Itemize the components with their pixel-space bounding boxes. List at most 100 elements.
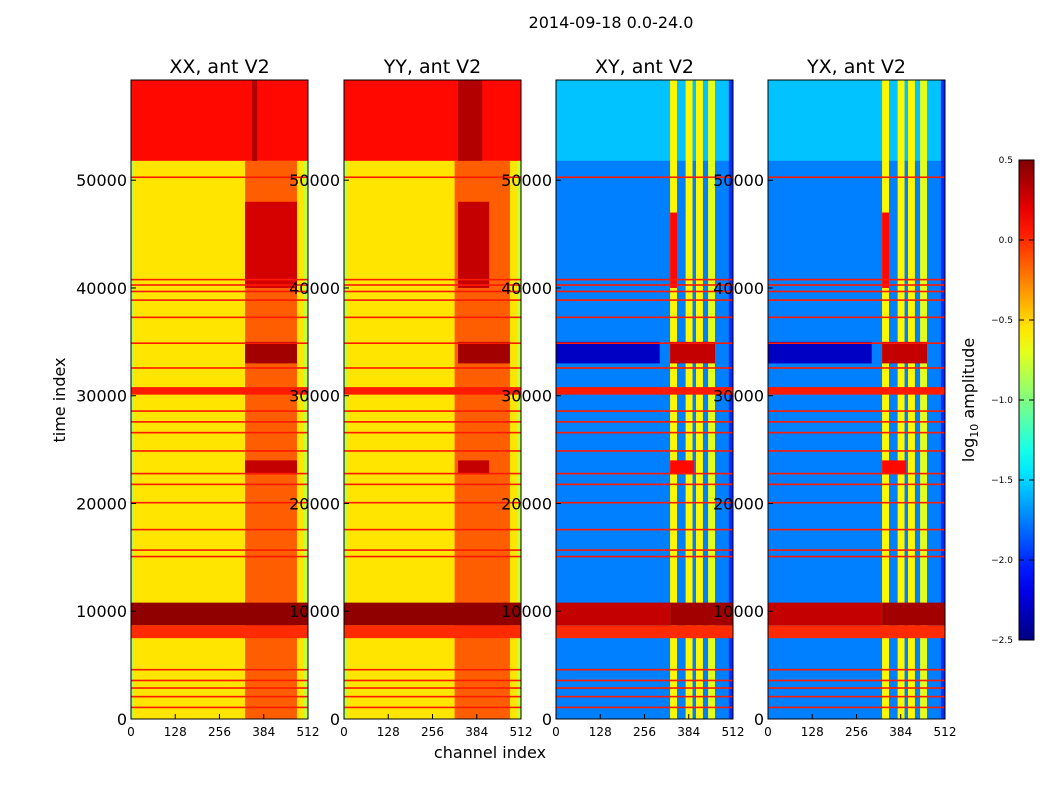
- flagged-row: [131, 483, 308, 486]
- x-axis-label: channel index: [434, 743, 546, 762]
- flagged-row: [131, 278, 308, 281]
- flagged-row: [768, 342, 945, 345]
- heatmap-cell: [897, 80, 905, 719]
- flagged-row: [344, 706, 521, 709]
- heatmap-cell: [908, 80, 915, 719]
- flagged-row: [768, 421, 945, 423]
- y-tick-label: 0: [330, 710, 340, 729]
- flagged-row: [556, 687, 733, 689]
- y-tick-label: 50000: [713, 171, 764, 190]
- y-tick-label: 30000: [501, 387, 552, 406]
- flagged-row: [131, 501, 308, 504]
- flagged-row: [768, 695, 945, 698]
- heatmap-cell: [768, 341, 872, 364]
- panel-title: YY, ant V2: [383, 56, 482, 78]
- flagged-row: [344, 342, 521, 345]
- flagged-row: [768, 450, 945, 452]
- y-tick-label: 50000: [289, 171, 340, 190]
- heatmap-cell: [670, 460, 695, 475]
- flagged-row: [344, 450, 521, 452]
- flagged-row: [344, 431, 521, 434]
- flagged-row: [768, 290, 945, 293]
- flagged-row: [344, 367, 521, 369]
- flagged-row: [131, 421, 308, 423]
- heatmap-cell: [556, 625, 733, 639]
- flagged-row: [768, 472, 945, 475]
- colorbar-tick-label: −0.5: [991, 316, 1013, 326]
- flagged-row: [556, 695, 733, 698]
- y-tick-label: 20000: [713, 494, 764, 513]
- flagged-row: [556, 299, 733, 301]
- y-tick-label: 40000: [713, 279, 764, 298]
- flagged-row: [556, 284, 733, 286]
- flagged-row: [556, 410, 733, 412]
- y-tick-label: 10000: [289, 602, 340, 621]
- flagged-row: [768, 706, 945, 709]
- heatmap-cell: [131, 625, 308, 639]
- y-axis-label: time index: [50, 357, 69, 442]
- flagged-row: [344, 679, 521, 682]
- flagged-row: [768, 549, 945, 551]
- colorbar-tick-label: −2.0: [991, 556, 1013, 566]
- panel-title: YX, ant V2: [806, 56, 906, 78]
- flagged-row: [768, 501, 945, 504]
- heatmap-cell: [303, 160, 308, 719]
- x-tick-label: 384: [677, 725, 700, 739]
- x-tick-label: 128: [589, 725, 612, 739]
- flagged-row: [131, 687, 308, 689]
- flagged-row: [768, 528, 945, 531]
- y-tick-label: 0: [117, 710, 127, 729]
- y-tick-label: 20000: [501, 494, 552, 513]
- y-tick-label: 30000: [76, 387, 127, 406]
- heatmap-cell: [344, 80, 521, 161]
- heatmap-cell: [768, 625, 945, 639]
- flagged-row: [556, 176, 733, 179]
- flagged-row: [131, 284, 308, 286]
- flagged-row: [131, 549, 308, 551]
- heatmap-cell: [458, 201, 490, 288]
- y-tick-label: 40000: [501, 279, 552, 298]
- flagged-row: [344, 176, 521, 179]
- flagged-row: [131, 176, 308, 179]
- flagged-row: [131, 431, 308, 434]
- flagged-row: [131, 342, 308, 345]
- flagged-row: [131, 367, 308, 369]
- heatmap-cell: [344, 160, 347, 719]
- flagged-row: [768, 367, 945, 369]
- flagged-row: [131, 706, 308, 709]
- flagged-row: [768, 483, 945, 486]
- flagged-row: [556, 501, 733, 504]
- flagged-row: [768, 431, 945, 434]
- heatmap-cell: [131, 602, 308, 626]
- flagged-row: [556, 278, 733, 281]
- x-tick-label: 384: [252, 725, 275, 739]
- flagged-row: [556, 528, 733, 531]
- x-tick-label: 128: [164, 725, 187, 739]
- colorbar-tick-label: 0.0: [999, 236, 1014, 246]
- y-tick-label: 30000: [289, 387, 340, 406]
- heatmap-cell: [708, 80, 716, 719]
- flagged-row: [556, 342, 733, 345]
- x-tick-label: 0: [552, 725, 560, 739]
- heatmap-cell: [670, 341, 716, 364]
- flagged-row: [556, 431, 733, 434]
- x-tick-label: 256: [633, 725, 656, 739]
- heatmap-cell: [344, 602, 521, 626]
- flagged-row: [344, 316, 521, 319]
- heatmap-cell: [131, 80, 308, 161]
- flagged-row: [344, 421, 521, 423]
- colorbar-tick-label: 0.5: [999, 156, 1013, 166]
- x-tick-label: 0: [764, 725, 772, 739]
- flagged-row: [131, 450, 308, 452]
- flagged-row: [768, 278, 945, 281]
- y-tick-label: 30000: [713, 387, 764, 406]
- flagged-row: [768, 284, 945, 286]
- colorbar-label-rest: amplitude: [959, 338, 978, 424]
- flagged-row: [131, 555, 308, 558]
- flagged-row: [131, 299, 308, 301]
- flagged-row: [556, 668, 733, 671]
- flagged-row: [344, 555, 521, 558]
- flagged-row: [556, 679, 733, 682]
- flagged-row: [556, 549, 733, 551]
